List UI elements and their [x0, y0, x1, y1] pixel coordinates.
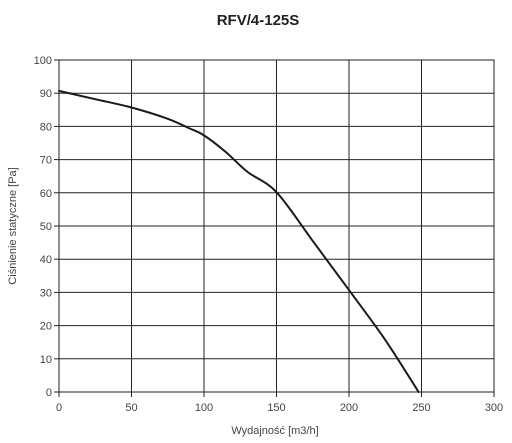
chart-title: RFV/4-125S: [217, 12, 300, 29]
y-tick-label: 90: [40, 88, 52, 100]
plot-frame: [58, 59, 495, 393]
x-tick-label: 150: [267, 402, 285, 414]
x-tick-label: 100: [195, 402, 213, 414]
x-tick-label: 200: [340, 402, 358, 414]
x-axis-label: Wydajność [m3/h]: [231, 425, 318, 437]
y-tick-label: 100: [34, 55, 52, 67]
y-tick-label: 10: [40, 354, 52, 366]
y-tick-label: 60: [40, 188, 52, 200]
x-tick-labels: 0 50 100 150 200 250 300: [56, 392, 503, 414]
y-tick-label: 30: [40, 287, 52, 299]
y-tick-label: 20: [40, 321, 52, 333]
y-tick-label: 70: [40, 155, 52, 167]
y-tick-labels: 0 10 20 30 40 50 60 70 80 90 100: [34, 55, 59, 399]
x-tick-label: 50: [125, 402, 137, 414]
y-axis-label: Ciśnienie statyczne [Pa]: [7, 167, 19, 284]
y-tick-label: 80: [40, 121, 52, 133]
x-tick-label: 300: [485, 402, 503, 414]
y-tick-label: 40: [40, 254, 52, 266]
y-tick-label: 0: [46, 387, 52, 399]
series-layer: [58, 89, 420, 393]
y-tick-label: 50: [40, 221, 52, 233]
x-tick-label: 250: [412, 402, 430, 414]
grid: [58, 59, 495, 393]
x-tick-label: 0: [56, 402, 62, 414]
fan-curve-line: [58, 89, 420, 393]
